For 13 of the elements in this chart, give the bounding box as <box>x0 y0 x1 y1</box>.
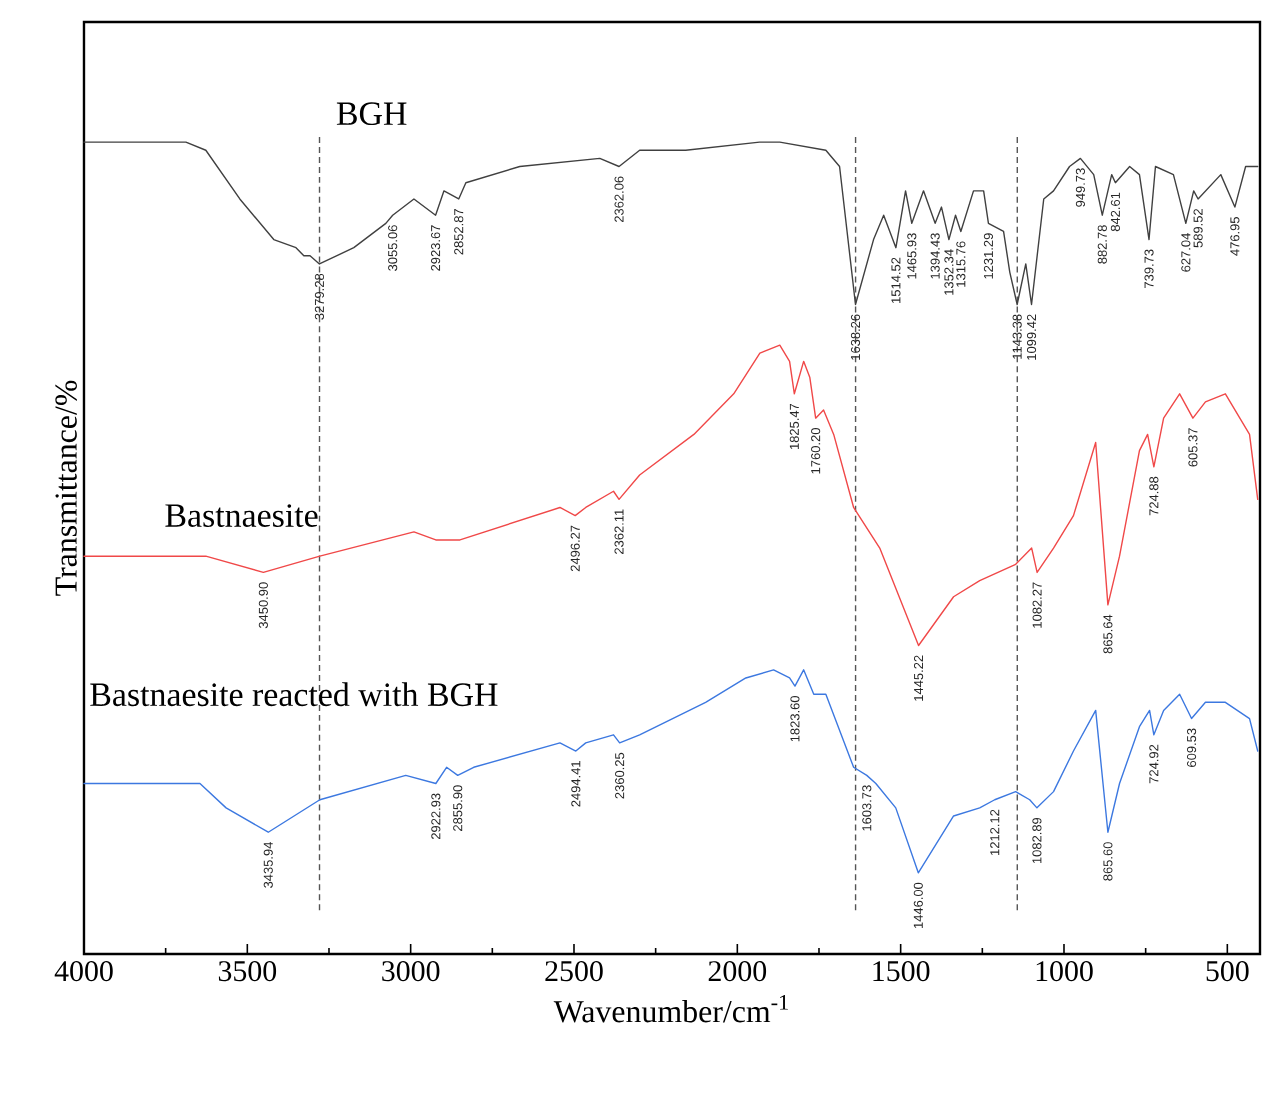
x-tick-label: 1500 <box>873 961 930 982</box>
series-label: Bastnaesite <box>165 504 318 527</box>
x-tick-label: 4000 <box>54 961 113 982</box>
y-axis-title: Transmittance/% <box>55 380 77 596</box>
x-tick-label: 2500 <box>545 961 603 982</box>
x-tick-label: 2000 <box>708 961 767 982</box>
x-axis-title: Wavenumber/cm$^{-1}$ <box>553 994 788 1023</box>
x-tick-label: 3500 <box>218 961 277 982</box>
x-tick-label: 500 <box>1206 961 1249 982</box>
x-tick-label: 1000 <box>1036 961 1093 982</box>
series-label: Bastnaesite reacted with BGH <box>90 682 498 707</box>
x-tick-label: 3000 <box>382 961 440 982</box>
text: BGH <box>336 102 407 126</box>
